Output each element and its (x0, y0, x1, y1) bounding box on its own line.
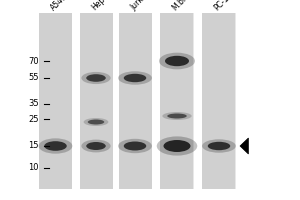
Text: 70: 70 (28, 56, 39, 66)
Ellipse shape (81, 72, 111, 84)
Bar (152, 13, 160, 189)
Ellipse shape (118, 71, 152, 85)
Ellipse shape (124, 74, 146, 82)
Ellipse shape (124, 142, 146, 150)
Text: 10: 10 (28, 164, 39, 172)
Ellipse shape (118, 139, 152, 153)
Ellipse shape (88, 119, 104, 124)
Ellipse shape (39, 138, 72, 154)
Ellipse shape (86, 74, 106, 82)
Bar (72, 13, 80, 189)
Text: 15: 15 (28, 142, 39, 150)
Text: Jurkat: Jurkat (129, 0, 151, 12)
Ellipse shape (167, 114, 187, 118)
Text: 55: 55 (28, 73, 39, 82)
Bar (39, 13, 72, 189)
Bar (80, 13, 112, 189)
Ellipse shape (164, 140, 190, 152)
Ellipse shape (208, 142, 230, 150)
Bar (112, 13, 118, 189)
Ellipse shape (44, 141, 67, 151)
Text: PC-12: PC-12 (213, 0, 235, 12)
Text: HepG2: HepG2 (90, 0, 114, 12)
Bar (118, 13, 152, 189)
Ellipse shape (202, 139, 236, 153)
Ellipse shape (162, 112, 192, 120)
Text: M.brain: M.brain (171, 0, 197, 12)
Ellipse shape (81, 140, 111, 152)
Ellipse shape (84, 118, 108, 126)
Text: 25: 25 (28, 114, 39, 123)
Ellipse shape (157, 136, 197, 156)
Bar (44, 13, 240, 189)
Text: 35: 35 (28, 99, 39, 108)
Ellipse shape (86, 142, 106, 150)
Ellipse shape (159, 53, 195, 69)
Bar (202, 13, 236, 189)
Bar (160, 13, 194, 189)
Bar (236, 13, 240, 189)
Ellipse shape (165, 56, 189, 66)
Polygon shape (240, 138, 248, 154)
Bar (194, 13, 202, 189)
Text: A549: A549 (49, 0, 70, 12)
